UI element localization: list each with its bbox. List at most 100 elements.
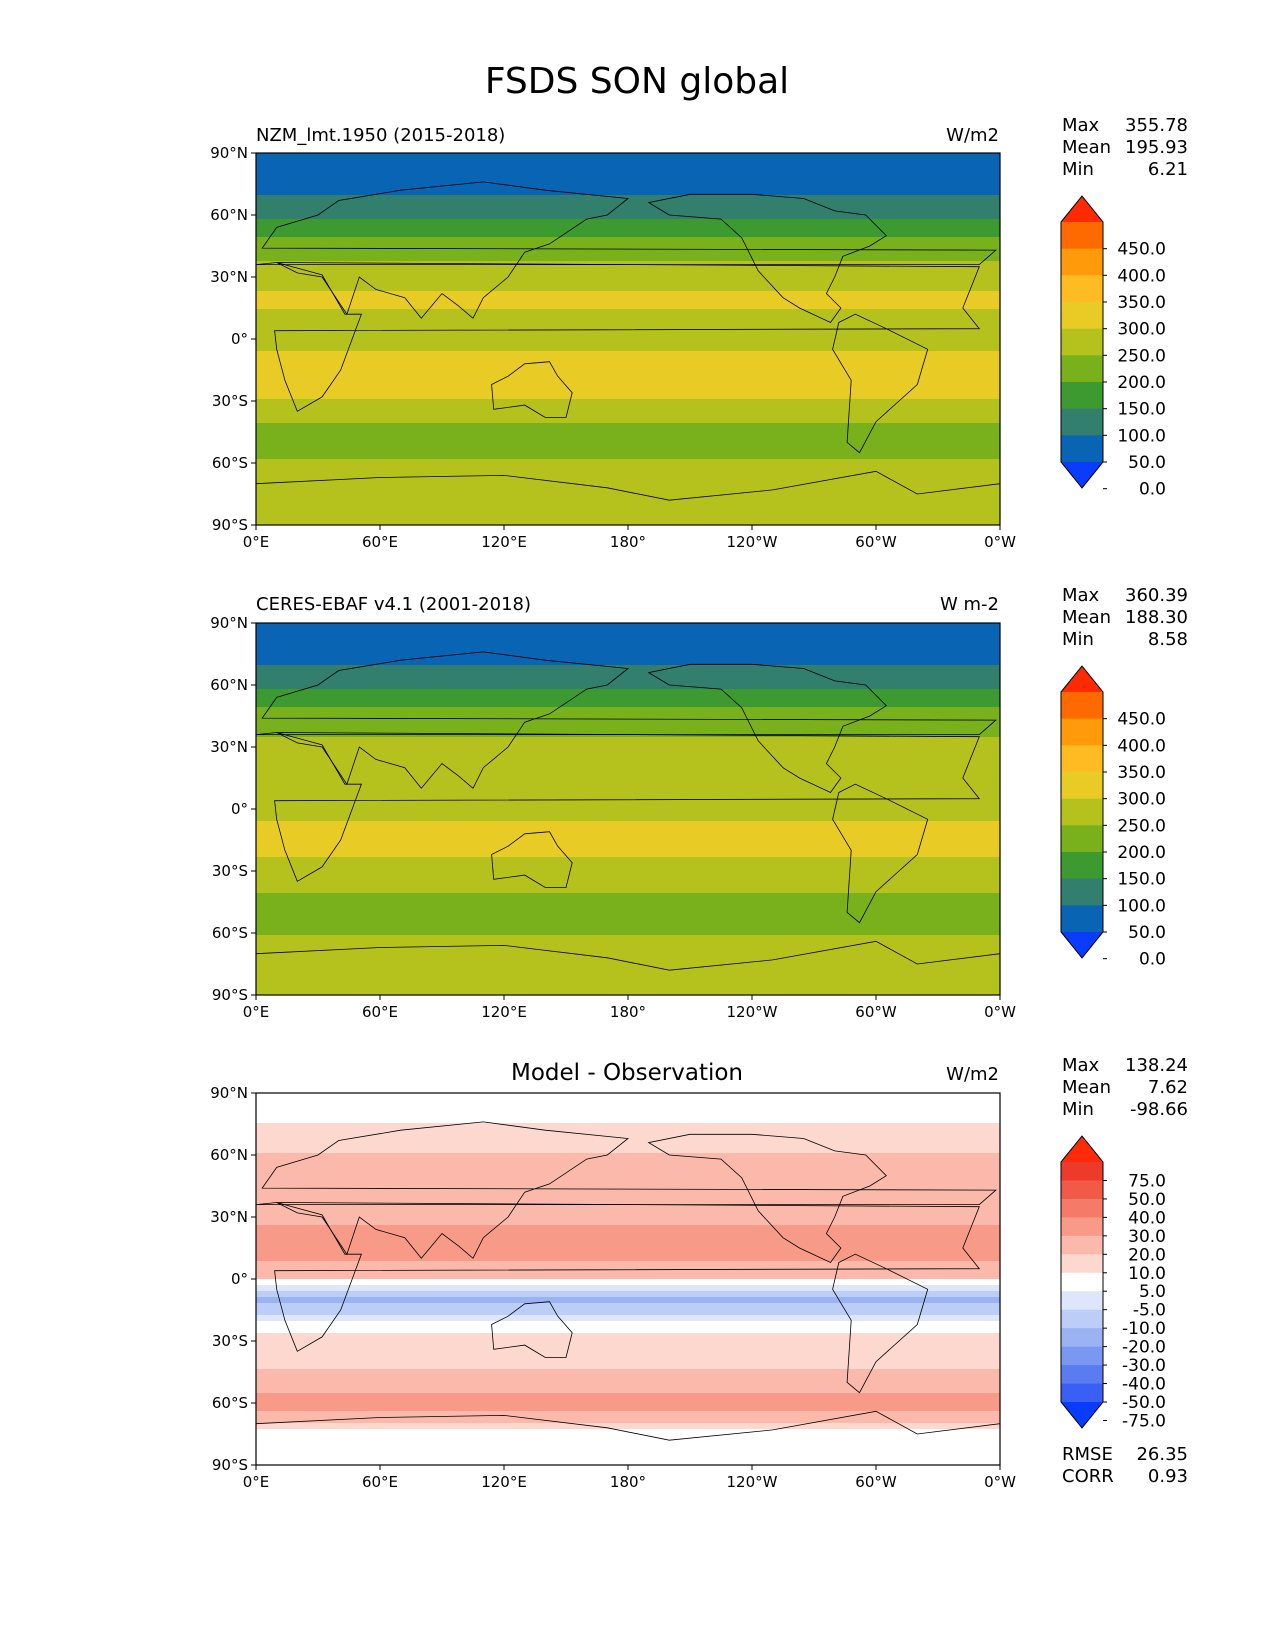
error-stats-block: RMSE 26.35 CORR 0.93: [1062, 1444, 1188, 1487]
lon-tick-label: 120°E: [481, 533, 527, 551]
field-band: [256, 423, 1000, 430]
colorbar-label: 5.0: [1139, 1282, 1166, 1302]
field-band: [256, 1171, 1000, 1178]
stats-block: Max 355.78 Mean 195.93 Min 6.21: [1062, 115, 1188, 180]
field-band: [256, 647, 1000, 654]
field-band: [256, 453, 1000, 460]
colorbar-label: 450.0: [1117, 240, 1166, 260]
colorbar-segment: [1061, 1198, 1103, 1218]
field-band: [256, 1357, 1000, 1364]
field-band: [256, 201, 1000, 208]
field-band: [256, 1393, 1000, 1400]
field-band: [256, 695, 1000, 702]
field-band: [256, 225, 1000, 232]
field-band: [256, 1411, 1000, 1418]
field-band: [256, 971, 1000, 978]
field-band: [256, 171, 1000, 178]
colorbar-extend-min: [1061, 1402, 1103, 1428]
field-band: [256, 321, 1000, 328]
field-band: [256, 941, 1000, 948]
field-band: [256, 623, 1000, 630]
field-band: [256, 833, 1000, 840]
coastline: [832, 1253, 929, 1394]
field-band: [256, 405, 1000, 412]
colorbar-label: -40.0: [1122, 1375, 1166, 1395]
field-band: [256, 1129, 1000, 1136]
colorbar-segment: [1061, 692, 1103, 720]
colorbar-segment: [1061, 328, 1103, 356]
coastline: [256, 181, 997, 319]
field-band: [256, 477, 1000, 484]
colorbar: 450.0 400.0 350.0 300.0 250.0 200.0 150.0 100.0…: [1060, 665, 1166, 970]
field-band: [256, 641, 1000, 648]
stat-value: 195.93: [1125, 137, 1188, 158]
colorbar-label: 40.0: [1128, 1208, 1166, 1228]
field-band: [256, 1213, 1000, 1220]
stat-label: Max: [1062, 115, 1100, 136]
stat-value: 0.93: [1148, 1466, 1188, 1487]
field-band: [256, 845, 1000, 852]
field-band: [256, 381, 1000, 388]
field-band: [256, 1363, 1000, 1370]
panel-units: W/m2: [946, 125, 999, 146]
colorbar-segment: [1061, 355, 1103, 383]
lat-axis: 90°N 60°N 30°N 0° 30°S 60°S 90°S: [210, 1084, 256, 1474]
field-band: [256, 177, 1000, 184]
lat-axis: 90°N 60°N 30°N 0° 30°S 60°S 90°S: [210, 614, 256, 1004]
coastline: [256, 1121, 997, 1259]
field-band: [256, 1453, 1000, 1460]
lon-tick-label: 0°W: [984, 533, 1016, 551]
field-band: [256, 273, 1000, 280]
colorbar-segment: [1061, 1328, 1103, 1348]
field-band: [256, 399, 1000, 406]
field-band: [256, 213, 1000, 220]
field-band: [256, 447, 1000, 454]
panel-title: CERES-EBAF v4.1 (2001-2018): [256, 594, 531, 615]
coastline: [491, 831, 573, 888]
stats-block: Max 360.39 Mean 188.30 Min 8.58: [1062, 585, 1188, 650]
field-band: [256, 743, 1000, 750]
field-band: [256, 513, 1000, 520]
field-band: [256, 291, 1000, 298]
panel-model: NZM_lmt.1950 (2015-2018) W/m2 90°N 60°N 30…: [210, 115, 1188, 551]
colorbar-segment: [1061, 905, 1103, 933]
lat-tick-label: 90°N: [210, 144, 248, 162]
field-band: [256, 785, 1000, 792]
field-band: [256, 1189, 1000, 1196]
field-band: [256, 1237, 1000, 1244]
field-band: [256, 719, 1000, 726]
field-band: [256, 1183, 1000, 1190]
colorbar-extend-max: [1061, 666, 1103, 692]
field-band: [256, 1099, 1000, 1106]
stat-label: Mean: [1062, 1077, 1111, 1098]
field-band: [256, 411, 1000, 418]
field-band: [256, 1093, 1000, 1100]
field-band: [256, 471, 1000, 478]
field-band: [256, 519, 1000, 525]
field-band: [256, 1147, 1000, 1154]
field-band: [256, 1231, 1000, 1238]
lat-axis: 90°N 60°N 30°N 0° 30°S 60°S 90°S: [210, 144, 256, 534]
colorbar-label: 200.0: [1117, 373, 1166, 393]
field-band: [256, 815, 1000, 822]
stat-label: Max: [1062, 1055, 1100, 1076]
lat-tick-label: 90°N: [210, 1084, 248, 1102]
field-band: [256, 983, 1000, 990]
field-band: [256, 1423, 1000, 1430]
field-band: [256, 677, 1000, 684]
field-band: [256, 1243, 1000, 1250]
coastline: [832, 783, 929, 924]
colorbar-label: -30.0: [1122, 1356, 1166, 1376]
stat-value: 360.39: [1125, 585, 1188, 606]
field-band: [256, 375, 1000, 382]
field-band: [256, 303, 1000, 310]
stat-label: Min: [1062, 1099, 1094, 1120]
field-band: [256, 737, 1000, 744]
field-band: [256, 363, 1000, 370]
field-band: [256, 255, 1000, 262]
colorbar-segment: [1061, 1365, 1103, 1385]
panel-units: W m-2: [940, 594, 999, 615]
field-band: [256, 929, 1000, 936]
field-band: [256, 725, 1000, 732]
field-band: [256, 713, 1000, 720]
